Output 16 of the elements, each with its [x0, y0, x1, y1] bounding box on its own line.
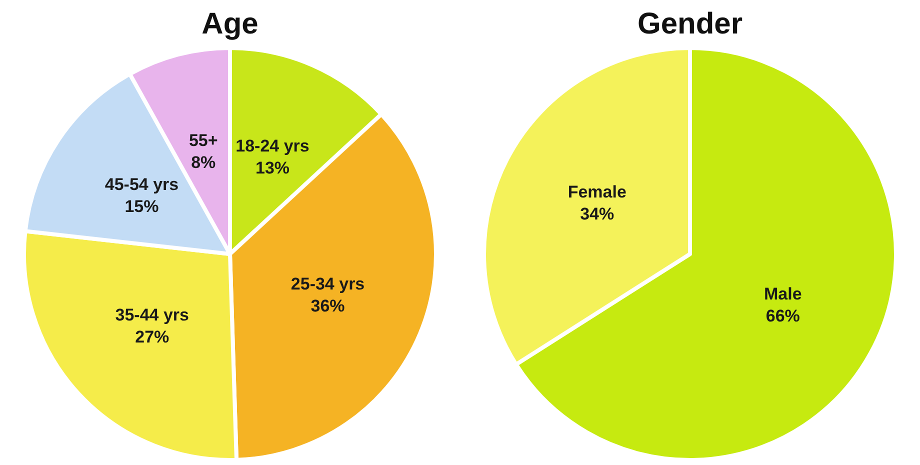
- data-label: 66%: [766, 306, 800, 326]
- slice-label: 35-44 yrs: [115, 305, 189, 324]
- data-label: 27%: [135, 327, 170, 346]
- data-label: 8%: [191, 152, 216, 172]
- data-label: 36%: [310, 296, 345, 316]
- chart-title: Age: [202, 8, 258, 40]
- slice-label: 55+: [188, 130, 218, 150]
- slice-label: 18-24 yrs: [236, 136, 310, 156]
- slice-label: Male: [764, 284, 802, 304]
- data-label: 13%: [255, 158, 290, 178]
- data-label: 15%: [124, 196, 159, 216]
- slice-label: 45-54 yrs: [104, 174, 179, 194]
- chart-title: Gender: [637, 8, 743, 40]
- data-label: 34%: [580, 204, 614, 224]
- slice-label: Female: [568, 182, 626, 202]
- slice-label: 25-34 yrs: [290, 274, 365, 294]
